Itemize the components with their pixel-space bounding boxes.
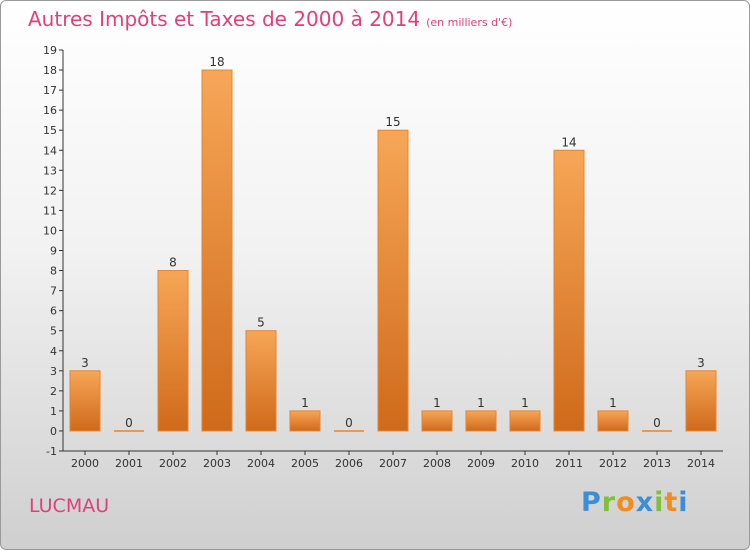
y-tick-label: 13 xyxy=(43,164,57,177)
y-tick-label: 10 xyxy=(43,224,57,237)
bar-value-label: 0 xyxy=(125,416,133,430)
logo-letter: r xyxy=(601,487,617,518)
x-tick-label: 2003 xyxy=(203,457,231,470)
bar xyxy=(69,370,101,432)
chart-title-main: Autres Impôts et Taxes de 2000 à 2014 xyxy=(28,7,421,31)
chart-title: Autres Impôts et Taxes de 2000 à 2014 (en… xyxy=(28,7,512,31)
bar-value-label: 1 xyxy=(609,396,617,410)
bar-value-label: 3 xyxy=(81,356,89,370)
bar-value-label: 0 xyxy=(653,416,661,430)
bar xyxy=(289,410,321,432)
y-tick-label: 11 xyxy=(43,204,57,217)
bar xyxy=(157,270,189,432)
x-tick-label: 2013 xyxy=(643,457,671,470)
x-tick-label: 2011 xyxy=(555,457,583,470)
bar xyxy=(245,330,277,432)
y-tick-label: 18 xyxy=(43,64,57,77)
x-tick-label: 2006 xyxy=(335,457,363,470)
logo-letter: t xyxy=(664,487,679,518)
x-tick-label: 2008 xyxy=(423,457,451,470)
x-tick-label: 2014 xyxy=(687,457,715,470)
bar xyxy=(201,69,233,432)
logo-letter: o xyxy=(616,487,636,518)
x-tick-label: 2005 xyxy=(291,457,319,470)
y-tick-label: 3 xyxy=(50,365,57,378)
bar-value-label: 15 xyxy=(385,115,400,129)
bar xyxy=(377,129,409,432)
bar-value-label: 5 xyxy=(257,316,265,330)
bar-value-label: 18 xyxy=(209,55,224,69)
x-tick-label: 2010 xyxy=(511,457,539,470)
bar xyxy=(685,370,717,432)
bar-value-label: 3 xyxy=(697,356,705,370)
y-tick-label: 4 xyxy=(50,345,57,358)
proxiti-logo: Proxiti xyxy=(581,487,689,518)
y-tick-label: 7 xyxy=(50,285,57,298)
bar xyxy=(597,410,629,432)
bar-value-label: 14 xyxy=(561,135,576,149)
y-tick-label: 12 xyxy=(43,184,57,197)
x-tick-label: 2000 xyxy=(71,457,99,470)
logo-letter: i xyxy=(654,487,665,518)
logo-letter: i xyxy=(678,487,689,518)
y-tick-label: 8 xyxy=(50,265,57,278)
bar-value-label: 1 xyxy=(433,396,441,410)
bar xyxy=(509,410,541,432)
bar-value-label: 1 xyxy=(301,396,309,410)
x-tick-label: 2007 xyxy=(379,457,407,470)
y-tick-label: 5 xyxy=(50,325,57,338)
bar-value-label: 1 xyxy=(477,396,485,410)
logo-letter: x xyxy=(635,487,655,518)
bar xyxy=(421,410,453,432)
bar-value-label: 8 xyxy=(169,256,177,270)
y-tick-label: 9 xyxy=(50,245,57,258)
x-tick-label: 2004 xyxy=(247,457,275,470)
y-tick-label: 6 xyxy=(50,305,57,318)
y-tick-label: 14 xyxy=(43,144,57,157)
y-tick-label: 19 xyxy=(43,44,57,57)
x-tick-label: 2009 xyxy=(467,457,495,470)
y-tick-label: 0 xyxy=(50,425,57,438)
x-tick-label: 2001 xyxy=(115,457,143,470)
bar xyxy=(465,410,497,432)
bar xyxy=(553,149,585,432)
bar-value-label: 0 xyxy=(345,416,353,430)
bar-value-label: 1 xyxy=(521,396,529,410)
y-tick-label: -1 xyxy=(46,445,57,458)
y-tick-label: 17 xyxy=(43,84,57,97)
x-tick-label: 2012 xyxy=(599,457,627,470)
commune-name: LUCMAU xyxy=(29,495,110,517)
y-tick-label: 1 xyxy=(50,405,57,418)
chart-title-unit: (en milliers d'€) xyxy=(426,16,513,29)
y-tick-label: 16 xyxy=(43,104,57,117)
y-tick-label: 2 xyxy=(50,385,57,398)
y-tick-label: 15 xyxy=(43,124,57,137)
logo-letter: P xyxy=(581,487,602,518)
x-tick-label: 2002 xyxy=(159,457,187,470)
